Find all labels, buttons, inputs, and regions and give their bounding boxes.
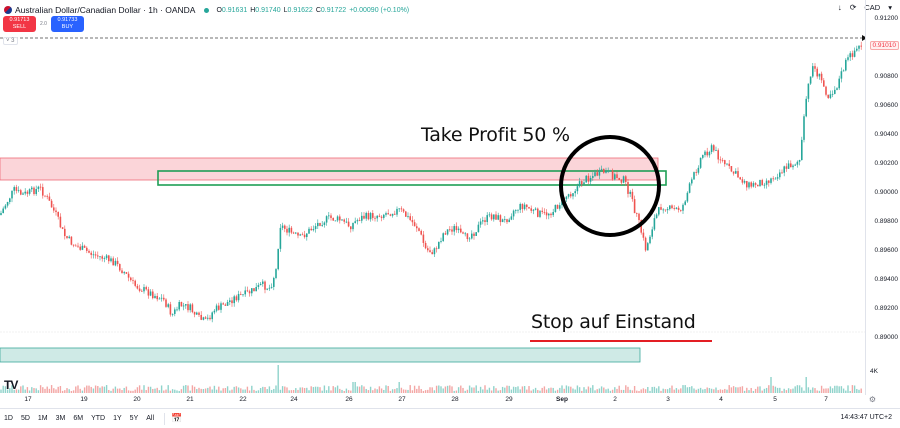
time-label: 28 bbox=[451, 396, 459, 403]
range-1d[interactable]: 1D bbox=[4, 415, 13, 422]
volume-scale-label: 4K bbox=[870, 368, 878, 375]
time-label: 29 bbox=[505, 396, 513, 403]
candlesticks bbox=[0, 41, 862, 323]
time-label: 7 bbox=[824, 396, 828, 403]
ohlc-values: O0.91631 H0.91740 L0.91622 C0.91722 +0.0… bbox=[216, 6, 410, 14]
take-profit-box bbox=[157, 170, 667, 186]
time-label: 22 bbox=[239, 396, 247, 403]
range-6m[interactable]: 6M bbox=[73, 415, 84, 422]
refresh-icon[interactable]: ⟳ bbox=[849, 3, 857, 12]
change-value: +0.00090 (+0.10%) bbox=[349, 6, 410, 14]
currency-flag-icon bbox=[4, 6, 12, 14]
time-label: 5 bbox=[773, 396, 777, 403]
price-scale[interactable]: 0.91200 0.91010 0.90800 0.90600 0.90400 … bbox=[865, 0, 900, 395]
tradingview-logo[interactable]: TV bbox=[4, 378, 18, 392]
time-label: 2 bbox=[613, 396, 617, 403]
time-label: 17 bbox=[24, 396, 32, 403]
time-label: 24 bbox=[290, 396, 298, 403]
support-zone bbox=[0, 347, 641, 363]
buy-button[interactable]: 0.91733 BUY bbox=[50, 16, 84, 32]
range-all[interactable]: All bbox=[146, 415, 155, 422]
clock[interactable]: 14:43:47 UTC+2 bbox=[840, 414, 892, 421]
time-label: 27 bbox=[398, 396, 406, 403]
calendar-goto-icon[interactable]: 📅 bbox=[171, 413, 183, 423]
time-label: 21 bbox=[186, 396, 194, 403]
chevron-down-icon: ▾ bbox=[888, 3, 892, 12]
time-label: 26 bbox=[345, 396, 353, 403]
time-label: 19 bbox=[80, 396, 88, 403]
chart-pane[interactable]: Australian Dollar/Canadian Dollar · 1h ·… bbox=[0, 0, 865, 395]
resistance-zone bbox=[0, 157, 659, 181]
currency-selector[interactable]: CAD ▾ bbox=[864, 3, 892, 12]
range-5d[interactable]: 5D bbox=[20, 415, 30, 422]
range-1m[interactable]: 1M bbox=[37, 415, 48, 422]
circle-annotation bbox=[559, 135, 661, 237]
time-axis[interactable]: 17 19 20 21 22 24 26 27 28 29 Sep 2 3 4 5 7 bbox=[0, 395, 865, 407]
symbol-title[interactable]: Australian Dollar/Canadian Dollar · 1h ·… bbox=[15, 5, 196, 15]
time-label: 4 bbox=[719, 396, 723, 403]
symbol-header: Australian Dollar/Canadian Dollar · 1h ·… bbox=[4, 3, 409, 17]
top-right-tools: ↓ ⟳ CAD ▾ bbox=[838, 3, 892, 12]
price-chart-canvas[interactable] bbox=[0, 0, 865, 395]
download-icon[interactable]: ↓ bbox=[837, 3, 842, 12]
range-1y[interactable]: 1Y bbox=[113, 415, 122, 422]
divider bbox=[164, 412, 166, 425]
volume-bars bbox=[0, 365, 862, 393]
sell-button[interactable]: 0.91713 SELL bbox=[3, 16, 36, 32]
bottom-toolbar: 1D 5D 1M 3M 6M YTD 1Y 5Y All 📅 14:43:47 … bbox=[0, 408, 900, 428]
collapse-indicators-button[interactable]: ˅ 3 bbox=[3, 37, 18, 45]
settings-icon[interactable]: ⚙ bbox=[868, 395, 876, 404]
range-ytd[interactable]: YTD bbox=[91, 415, 106, 422]
last-price-badge: 0.91010 bbox=[869, 41, 899, 50]
trade-buttons: 0.91713 SELL 2.0 0.91733 BUY bbox=[3, 16, 84, 32]
take-profit-label: Take Profit 50 % bbox=[421, 124, 570, 146]
range-5y[interactable]: 5Y bbox=[129, 415, 139, 422]
range-3m[interactable]: 3M bbox=[55, 415, 66, 422]
market-open-icon bbox=[204, 7, 210, 13]
time-label: 3 bbox=[666, 396, 670, 403]
time-label: 20 bbox=[133, 396, 141, 403]
time-label: Sep bbox=[556, 396, 568, 403]
spread-value: 2.0 bbox=[40, 21, 47, 27]
stop-label: Stop auf Einstand bbox=[531, 311, 696, 333]
